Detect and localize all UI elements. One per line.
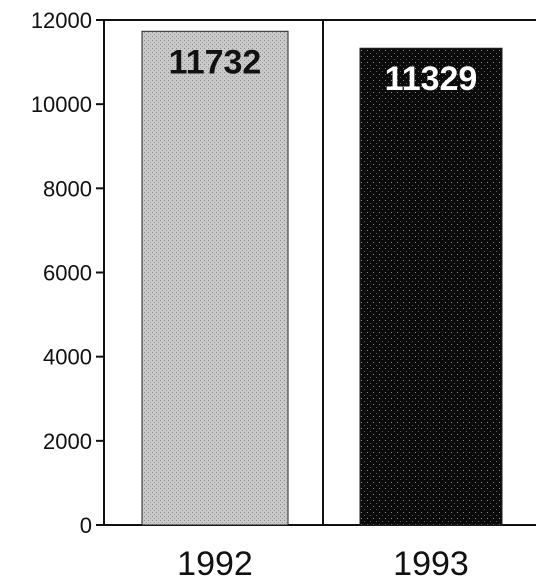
y-tick-label: 4000 — [43, 345, 92, 370]
bar-1992 — [141, 30, 289, 526]
y-tick-label: 8000 — [43, 176, 92, 201]
y-axis: 0 2000 4000 6000 8000 10000 12000 — [31, 8, 104, 538]
x-tick-label: 1992 — [177, 545, 253, 583]
bar-value-labels: 11732 11329 — [169, 43, 478, 98]
x-axis: 1992 1993 — [177, 545, 469, 583]
y-tick-label: 0 — [80, 513, 92, 538]
y-tick-label: 2000 — [43, 429, 92, 454]
y-tick-label: 10000 — [31, 92, 92, 117]
bar-value-label-1992: 11732 — [169, 43, 262, 81]
y-tick-label: 6000 — [43, 261, 92, 286]
x-tick-label: 1993 — [393, 545, 469, 583]
bars — [141, 30, 503, 526]
bar-value-label-1993: 11329 — [385, 60, 478, 98]
y-tick-label: 12000 — [31, 8, 92, 33]
bar-1993 — [359, 47, 503, 526]
